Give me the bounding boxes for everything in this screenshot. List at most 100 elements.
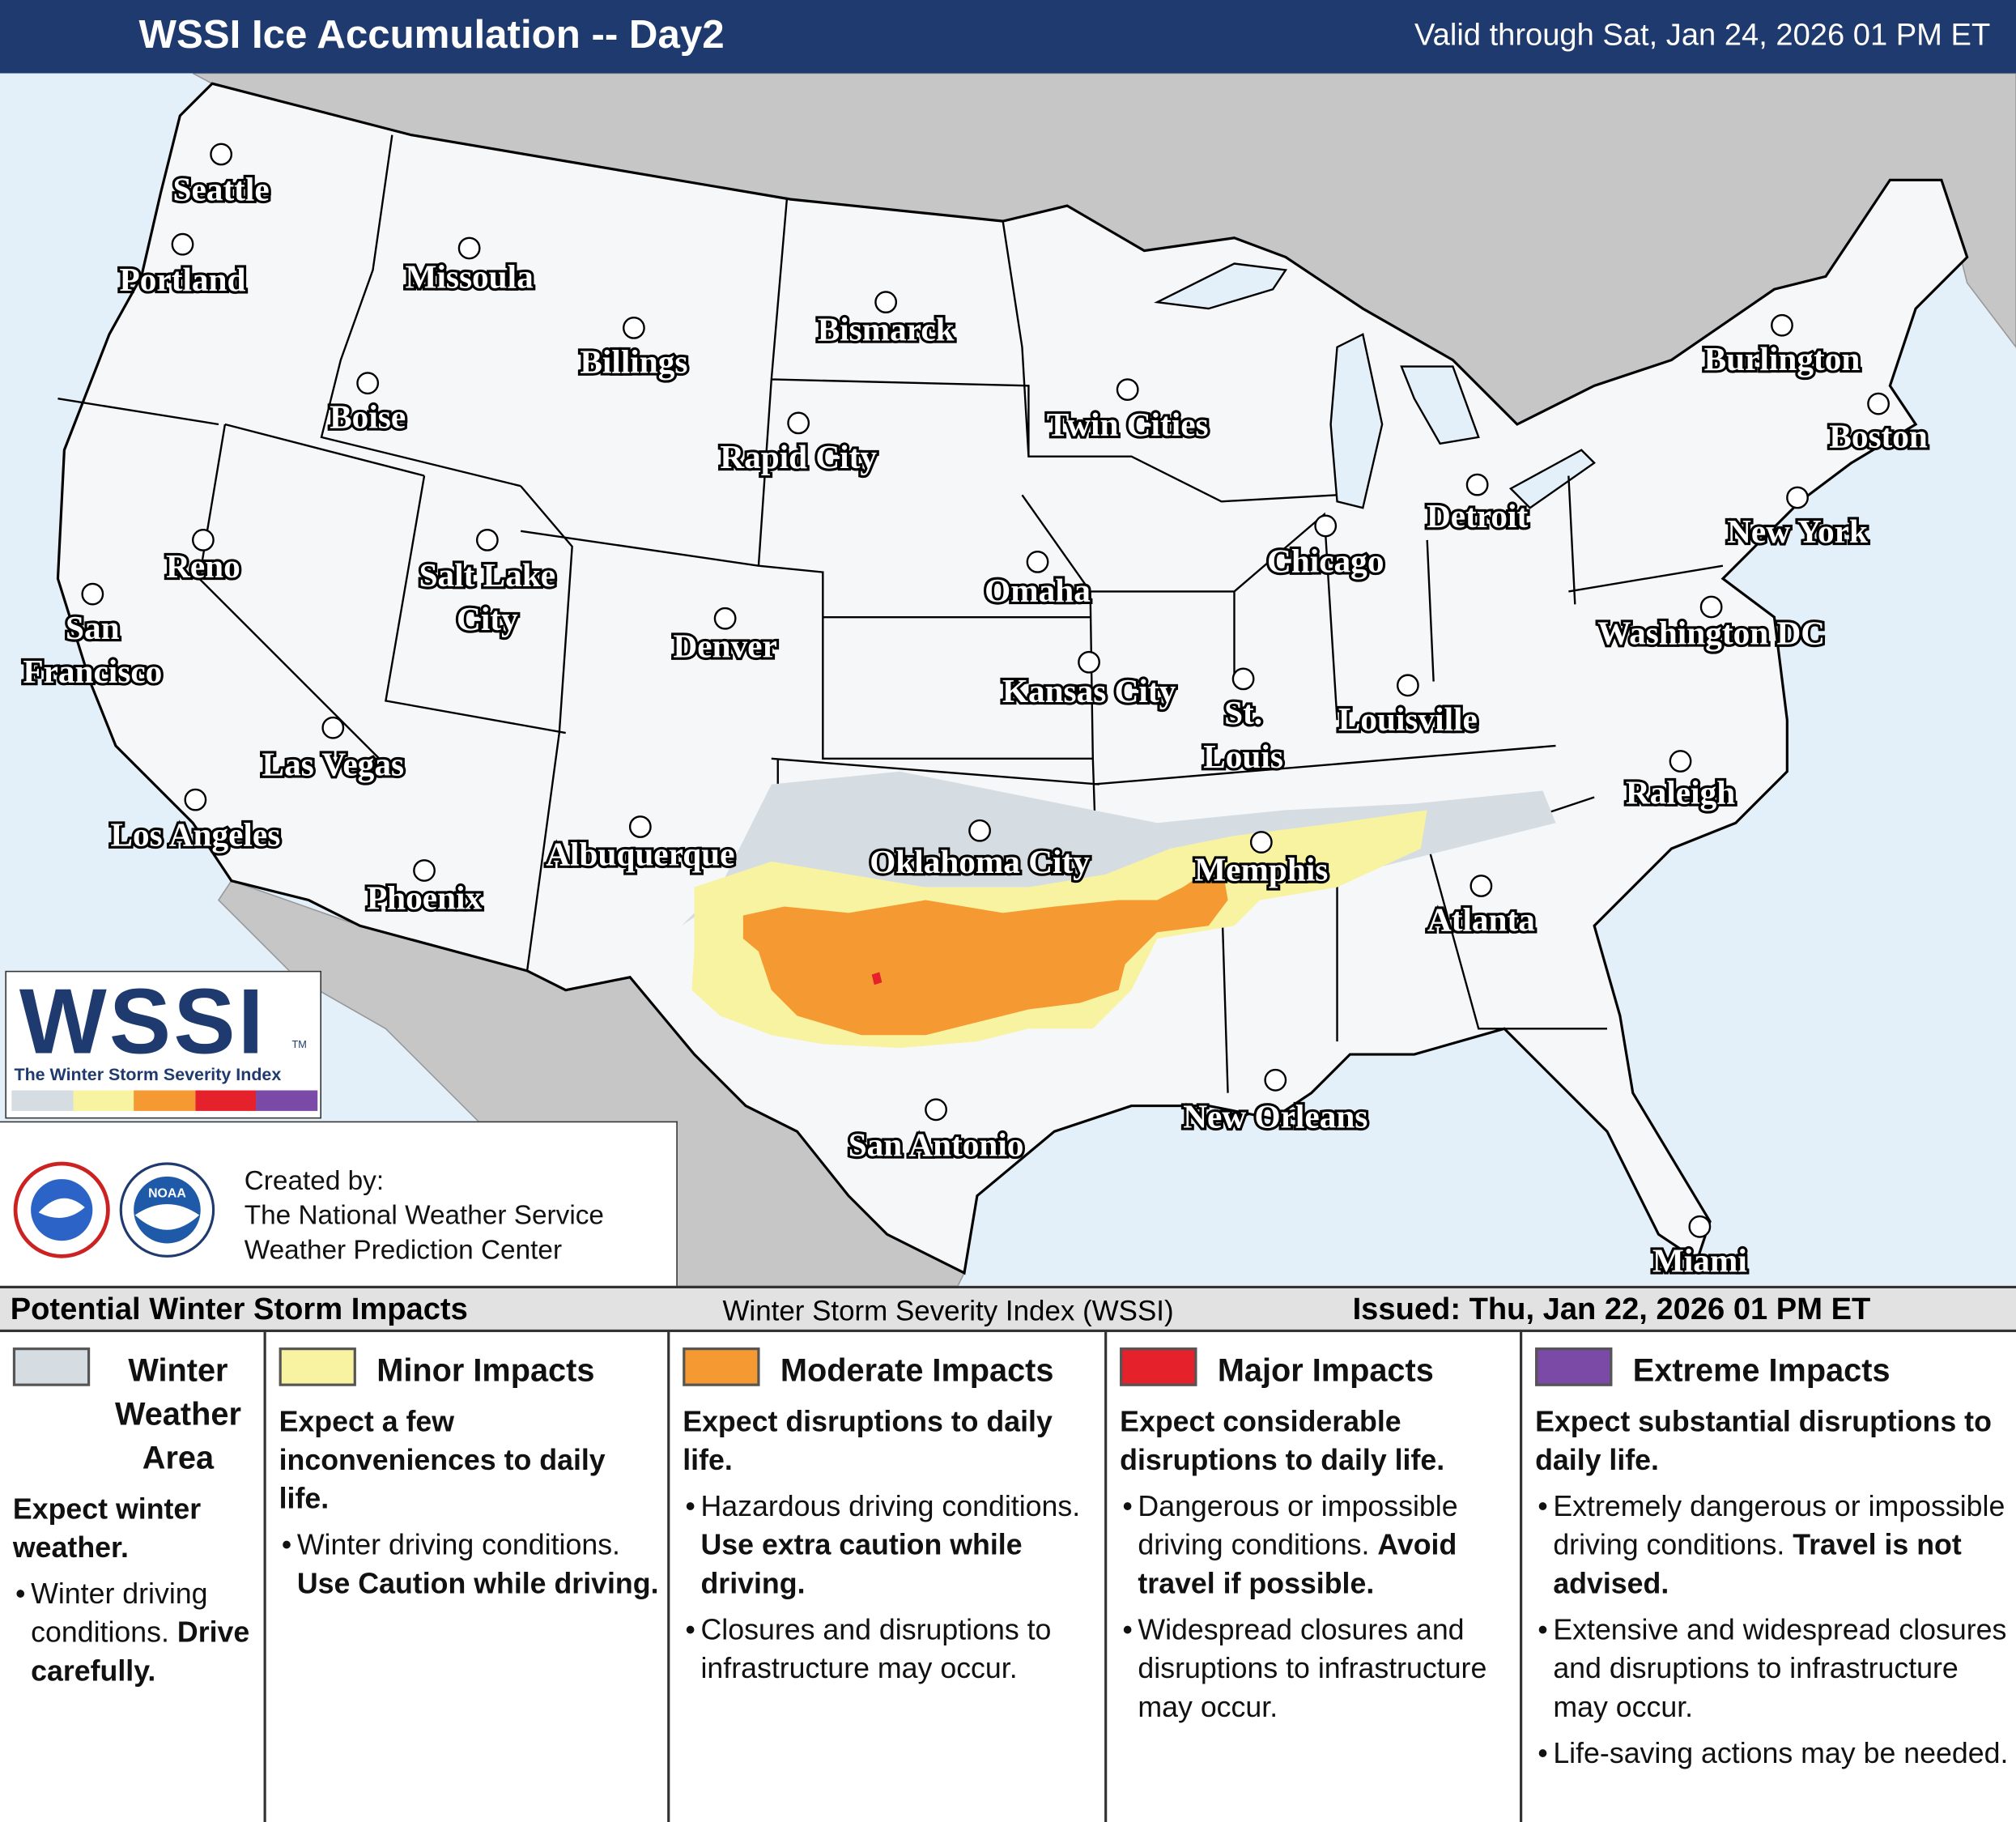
city-dot (1867, 392, 1890, 415)
city-label: Kansas City (1002, 672, 1176, 709)
legend-swatch (683, 1347, 760, 1386)
legend-bullet: Winter driving conditions. Drive careful… (15, 1575, 256, 1691)
city-dot (1465, 473, 1489, 496)
city-label: Francisco (23, 653, 162, 690)
city-dot (925, 1098, 947, 1122)
city-label: Miami (1652, 1241, 1747, 1279)
bullet-text: Extremely dangerous or impossible drivin… (1553, 1490, 2005, 1561)
city-label: Salt Lake (419, 556, 556, 594)
bullet-text: Hazardous driving conditions. (700, 1490, 1081, 1523)
city-dot (713, 607, 737, 630)
wssi-logo: WSSI TM The Winter Storm Severity Index (5, 970, 322, 1119)
city-dot (1249, 831, 1273, 854)
city-label: Los Angeles (110, 816, 280, 854)
city-dot (622, 317, 645, 339)
city-dot (1078, 650, 1100, 674)
city-dot (356, 372, 380, 395)
city-label: Portland (120, 261, 246, 298)
strip-swatch (134, 1090, 196, 1111)
strip-swatch (72, 1090, 134, 1111)
legend-column: Winter Weather Area Expect winter weather… (0, 1332, 266, 1822)
city-label: New Orleans (1183, 1097, 1367, 1134)
city-dot (1026, 551, 1049, 573)
city-label: St. (1224, 694, 1262, 731)
city-label: Reno (166, 547, 240, 585)
legend-bullet: Winter driving conditions. Use Caution w… (282, 1526, 660, 1603)
city-dot (1116, 378, 1139, 402)
nws-logo-cloud (38, 1198, 85, 1218)
city-label: Louis (1203, 738, 1283, 775)
city-dot (184, 788, 207, 811)
agency-logos: NOAA (13, 1161, 215, 1258)
bullet-bold: Travel is not advised. (1553, 1528, 1962, 1600)
credits-text: Created by: The National Weather Service W… (245, 1164, 604, 1268)
bullet-text: Winter driving conditions. (296, 1528, 620, 1561)
city-dot (413, 859, 436, 882)
legend-lead: Expect winter weather. (12, 1492, 202, 1564)
legend-swatch (279, 1347, 356, 1386)
legend-bullets: Winter driving conditions. Drive careful… (13, 1575, 256, 1691)
legend-column: Moderate Impacts Expect disruptions to da… (670, 1332, 1108, 1822)
legend-bullets: Dangerous or impossible driving conditio… (1120, 1488, 1512, 1726)
legend-lead: Expect considerable disruptions to daily… (1120, 1405, 1445, 1476)
map: Seattle Portland Missoula Billings Bismarck B… (0, 73, 2016, 1286)
city-label: Twin Cities (1047, 406, 1209, 443)
legend-heading: Winter Weather Area (114, 1352, 241, 1476)
city-dot (457, 236, 481, 260)
city-label: Denver (673, 627, 776, 664)
legend-heading: Minor Impacts (376, 1352, 595, 1389)
city-dot (1396, 674, 1419, 697)
legend-lead: Expect disruptions to daily life. (683, 1405, 1053, 1476)
bullet-text: Winter driving conditions. (31, 1577, 208, 1649)
strip-swatch (195, 1090, 257, 1111)
city-dot (874, 291, 898, 314)
legend-title: Potential Winter Storm Impacts (10, 1292, 468, 1327)
bullet-bold: Use extra caution while driving. (700, 1528, 1023, 1600)
legend: Potential Winter Storm Impacts Winter St… (0, 1285, 2016, 1822)
great-lakes (1154, 262, 1596, 509)
city-label: Missoula (406, 258, 534, 296)
city-label: Albuquerque (546, 836, 734, 873)
bullet-text: Closures and disruptions to infrastructu… (700, 1613, 1052, 1685)
city-label: Raleigh (1626, 773, 1735, 811)
city-label: Oklahoma City (870, 843, 1090, 880)
legend-center: Winter Storm Severity Index (WSSI) (722, 1294, 1174, 1327)
legend-swatch (1120, 1347, 1197, 1386)
city-dot (192, 529, 215, 551)
city-dot (1688, 1215, 1712, 1238)
city-label: San (66, 609, 120, 646)
header: WSSI Ice Accumulation -- Day2 Valid thro… (0, 0, 2016, 74)
city-dot (321, 716, 345, 739)
city-dot (1231, 667, 1255, 691)
city-label: Boise (330, 398, 406, 436)
legend-lead: Expect a few inconveniences to daily lif… (279, 1405, 606, 1515)
city-dot (81, 582, 104, 606)
city-label: Omaha (985, 572, 1091, 609)
credit-line: The National Weather Service (244, 1201, 604, 1231)
legend-bullet: Widespread closures and disruptions to i… (1122, 1611, 1512, 1727)
bullet-bold: Avoid travel if possible. (1138, 1528, 1457, 1600)
ice-area (871, 972, 883, 985)
legend-bullets: Extremely dangerous or impossible drivin… (1535, 1488, 2008, 1773)
legend-header: Potential Winter Storm Impacts Winter St… (0, 1288, 2016, 1333)
legend-issued: Issued: Thu, Jan 22, 2026 01 PM ET (1352, 1292, 1871, 1327)
valid-time: Valid through Sat, Jan 24, 2026 01 PM ET (1414, 18, 1991, 53)
city-dot (1786, 486, 1809, 509)
bullet-text: Life-saving actions may be needed. (1553, 1737, 2009, 1769)
city-dot (1264, 1068, 1287, 1092)
bullet-bold: Use Caution while driving. (296, 1567, 659, 1600)
logo-trademark: TM (291, 1038, 307, 1051)
city-label: Boston (1829, 418, 1928, 455)
usa-land (56, 82, 1969, 1275)
city-label: Louisville (1338, 700, 1478, 738)
city-dot (1469, 875, 1493, 897)
city-label: Las Vegas (262, 745, 404, 782)
city-dot (787, 411, 810, 435)
legend-bullet: Extremely dangerous or impossible drivin… (1538, 1488, 2008, 1603)
city-dot (475, 529, 499, 551)
title: WSSI Ice Accumulation -- Day2 (138, 11, 725, 57)
legend-bullet: Dangerous or impossible driving conditio… (1122, 1488, 1512, 1603)
city-label: City (457, 600, 518, 637)
credit-line: Created by: (244, 1166, 385, 1196)
